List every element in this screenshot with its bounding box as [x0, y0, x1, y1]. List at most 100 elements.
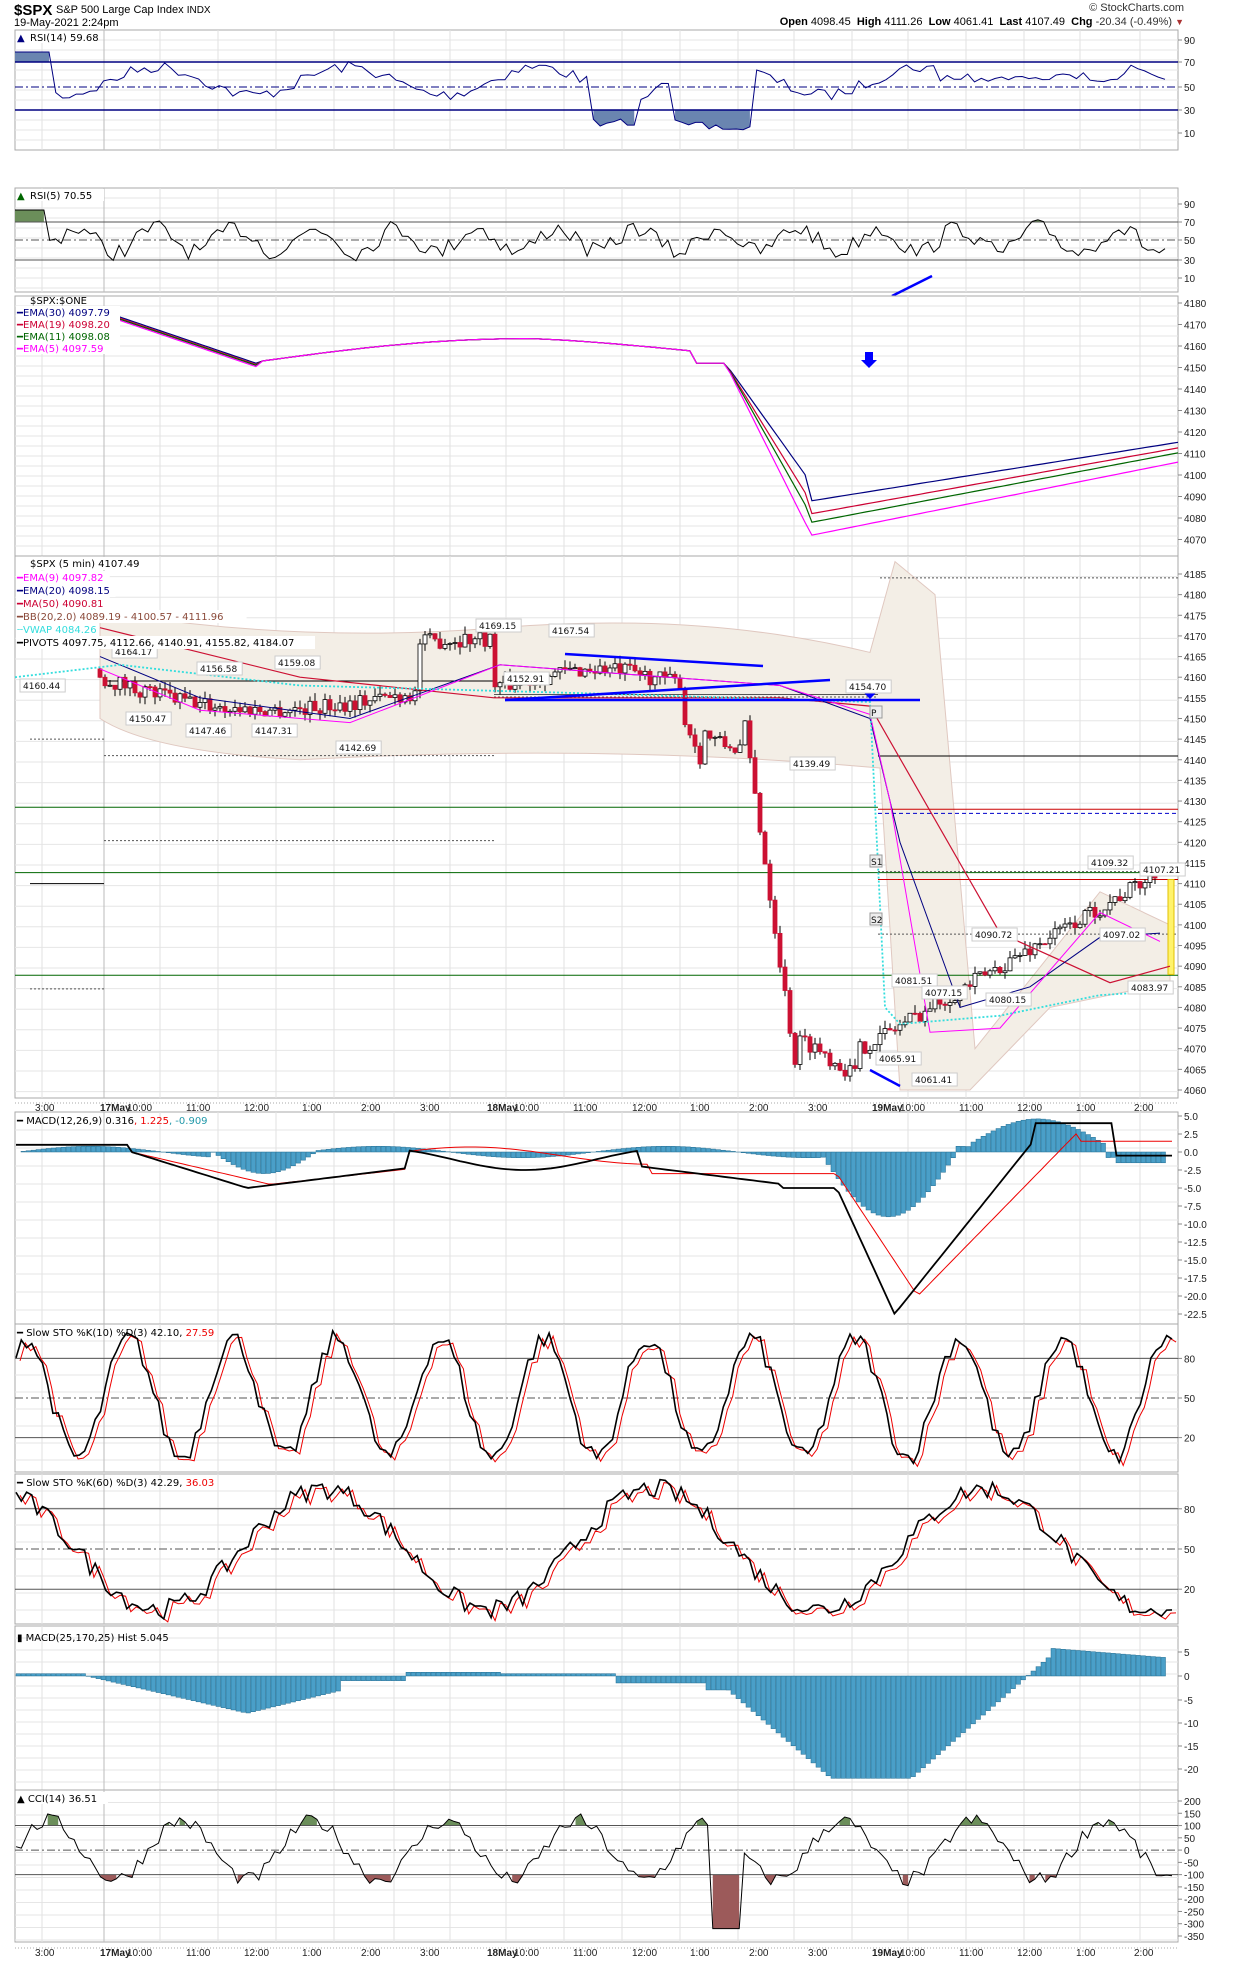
- pivot-tag: S1: [871, 858, 882, 868]
- candle: [792, 1032, 798, 1065]
- candle: [942, 1003, 948, 1006]
- candle: [1007, 957, 1013, 972]
- trendline: [869, 1068, 901, 1088]
- time-label: 11:00: [186, 1103, 211, 1114]
- ema-title: $SPX:$ONE: [30, 296, 87, 307]
- candle: [197, 702, 203, 708]
- time-label: 10:00: [514, 1948, 539, 1959]
- macd-hist-panel: 5 0 -5 -10 -15 -20 ▮ MACD(25,170,25) Hist 5.04…: [14, 1625, 1199, 1791]
- candle: [477, 632, 483, 640]
- time-label: 2:00: [1134, 1103, 1154, 1114]
- candle: [342, 702, 348, 712]
- rsi5-panel: 90 70 50 30 10 RSI(5) 70.55 ▲: [14, 187, 1196, 298]
- candle: [867, 1049, 873, 1054]
- axis-tick: -250: [1184, 1907, 1204, 1918]
- axis-tick: -20.0: [1184, 1292, 1207, 1303]
- candle: [637, 670, 643, 676]
- pivot-tag: P: [871, 709, 877, 719]
- axis-tick: 5: [1184, 1648, 1190, 1659]
- candle: [822, 1051, 828, 1054]
- candle: [387, 695, 393, 698]
- candle: [762, 831, 768, 865]
- candle: [482, 632, 488, 647]
- candle: [1127, 882, 1133, 898]
- candle: [842, 1069, 848, 1077]
- candle: [977, 971, 983, 974]
- time-label: 10:00: [900, 1103, 925, 1114]
- candle: [172, 692, 178, 703]
- sto60-panel: 80 50 20 ━ Slow STO %K(60) %D(3) 42.29, 36.…: [14, 1473, 1196, 1625]
- axis-tick: -5.0: [1184, 1184, 1202, 1195]
- candle: [1017, 954, 1023, 957]
- axis-tick: 4060: [1184, 1086, 1207, 1097]
- candle: [757, 792, 763, 833]
- axis-tick: 4110: [1184, 880, 1206, 891]
- candle: [967, 984, 973, 987]
- candle: [927, 1008, 933, 1012]
- candle: [722, 736, 728, 748]
- candle: [307, 700, 313, 715]
- symbol[interactable]: $SPX: [14, 2, 53, 19]
- price-panel: 4185 4180 4175 4170 4165 4160 4155 4150 4145 4140…: [14, 555, 1207, 1099]
- time-label: 12:00: [632, 1948, 657, 1959]
- candle: [122, 676, 128, 689]
- candle: [802, 1035, 808, 1038]
- candle: [1052, 928, 1058, 939]
- axis-tick: 4150: [1184, 714, 1207, 725]
- candle: [707, 730, 713, 739]
- rsi14-panel: 90 70 50 30 10 RSI(14) 59.68 ▲: [14, 29, 1196, 151]
- legend-item: ━EMA(30) 4097.79: [16, 308, 110, 319]
- candle: [132, 681, 138, 694]
- time-label: 12:00: [244, 1103, 269, 1114]
- axis-tick: 4165: [1184, 653, 1207, 664]
- time-label: 12:00: [244, 1948, 269, 1959]
- candle: [137, 692, 143, 698]
- axis-tick: 4150: [1184, 364, 1207, 375]
- price-annotation: 4107.21: [1143, 866, 1180, 876]
- candle: [242, 706, 248, 713]
- legend-item: ━EMA(20) 4098.15: [16, 586, 110, 597]
- candle: [1037, 943, 1043, 946]
- price-annotation: 4147.46: [189, 727, 226, 737]
- candle: [1122, 896, 1128, 902]
- candle: [907, 1012, 913, 1023]
- candle: [772, 899, 778, 934]
- candle: [212, 707, 218, 711]
- candle: [812, 1043, 818, 1053]
- candle: [702, 730, 708, 765]
- axis-tick: 4090: [1184, 962, 1207, 973]
- rsi5-title: RSI(5) 70.55: [30, 191, 92, 202]
- candle: [917, 1013, 923, 1022]
- candle: [877, 1033, 883, 1046]
- candle: [832, 1062, 838, 1067]
- axis-tick: 4120: [1184, 428, 1207, 439]
- axis-tick: -7.5: [1184, 1202, 1202, 1213]
- candle: [277, 707, 283, 717]
- candle: [712, 736, 718, 739]
- candle: [1057, 926, 1063, 930]
- trendline: [891, 274, 933, 298]
- price-annotation: 4081.51: [895, 977, 932, 987]
- copyright: © StockCharts.com: [1089, 2, 1184, 14]
- candle: [257, 706, 263, 712]
- axis-tick: -350: [1184, 1932, 1204, 1943]
- candle: [1062, 923, 1068, 928]
- time-label: 2:00: [749, 1103, 769, 1114]
- candle: [687, 724, 693, 736]
- candle: [442, 644, 448, 649]
- candle: [897, 1024, 903, 1031]
- axis-tick: 4100: [1184, 921, 1207, 932]
- time-label: 11:00: [573, 1948, 598, 1959]
- candle: [1092, 906, 1098, 918]
- macd-panel: 5.0 2.5 0.0 -2.5 -5.0 -7.5 -10.0 -12.5 -15.0 -17.…: [14, 1111, 1207, 1325]
- ema-panel: 4180 4170 4160 4150 4140 4130 4120 4110 4100 4090…: [14, 295, 1207, 561]
- time-label: 11:00: [186, 1948, 211, 1959]
- candle: [357, 695, 363, 710]
- candle: [1112, 896, 1118, 903]
- candle: [117, 676, 123, 690]
- legend-item: ━EMA(9) 4097.82: [16, 573, 104, 584]
- axis-tick: 4120: [1184, 838, 1207, 849]
- axis-tick: 80: [1184, 1505, 1196, 1516]
- price-annotation: 4097.02: [1103, 931, 1140, 941]
